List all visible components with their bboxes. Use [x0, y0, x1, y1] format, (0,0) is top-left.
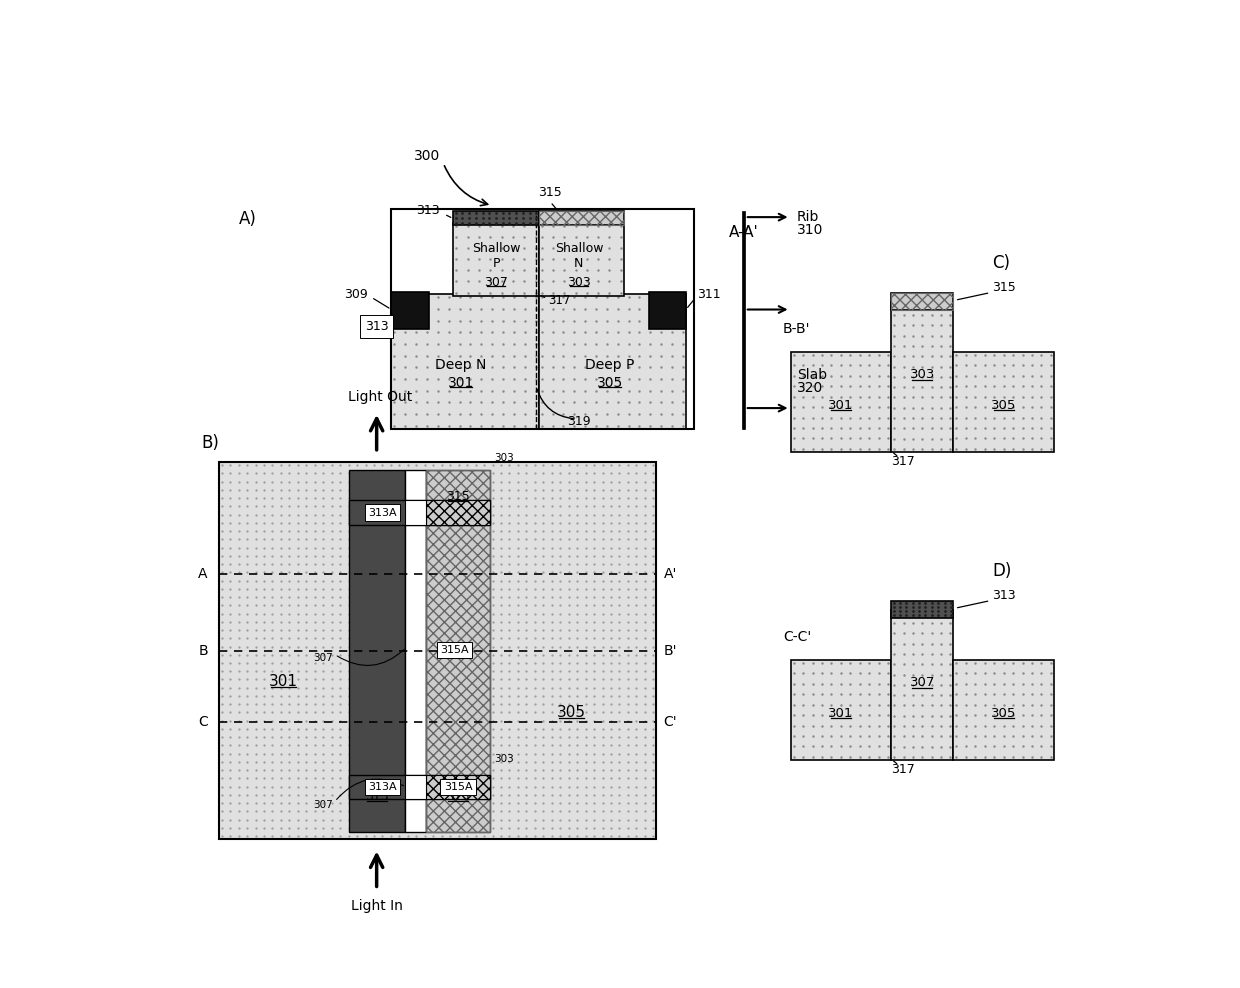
- Bar: [791, 352, 892, 452]
- Bar: [892, 601, 954, 618]
- Text: B': B': [663, 643, 677, 658]
- Bar: [404, 501, 427, 525]
- Bar: [392, 294, 538, 429]
- Bar: [218, 462, 656, 839]
- Bar: [404, 469, 427, 832]
- Bar: [392, 291, 429, 329]
- Bar: [892, 292, 954, 309]
- Bar: [791, 660, 892, 760]
- Text: 313: 313: [417, 205, 440, 217]
- Text: 307: 307: [314, 800, 334, 810]
- Text: 305: 305: [991, 707, 1017, 720]
- Bar: [892, 292, 954, 309]
- Bar: [742, 211, 745, 429]
- Bar: [348, 469, 404, 832]
- Text: C): C): [992, 254, 1011, 273]
- Text: 307: 307: [910, 677, 935, 690]
- Text: 310: 310: [797, 223, 823, 237]
- Text: 319: 319: [567, 415, 590, 429]
- Text: B): B): [201, 434, 219, 452]
- Text: 303: 303: [567, 276, 590, 289]
- Text: A): A): [238, 209, 257, 227]
- Text: B: B: [198, 643, 208, 658]
- Text: 313A: 313A: [368, 508, 397, 518]
- Text: Rib: Rib: [797, 210, 820, 224]
- Bar: [427, 469, 490, 832]
- Text: 311: 311: [697, 288, 722, 300]
- Text: 301: 301: [828, 399, 853, 412]
- Text: Deep N: Deep N: [435, 358, 487, 371]
- Text: Light In: Light In: [351, 899, 403, 913]
- Bar: [892, 610, 954, 760]
- Bar: [427, 501, 490, 525]
- Bar: [954, 660, 1054, 760]
- Text: A': A': [663, 567, 677, 581]
- Bar: [427, 469, 490, 832]
- Text: 315A: 315A: [444, 782, 472, 792]
- Text: C-C': C-C': [782, 629, 811, 644]
- Bar: [649, 291, 686, 329]
- Text: 303: 303: [910, 369, 935, 381]
- Text: Shallow
P: Shallow P: [471, 242, 521, 270]
- Text: 317: 317: [548, 293, 570, 307]
- Text: 305: 305: [596, 375, 622, 389]
- Bar: [454, 222, 538, 295]
- Bar: [538, 222, 624, 295]
- Bar: [427, 775, 490, 799]
- Text: 313: 313: [992, 590, 1016, 603]
- Text: 301: 301: [828, 707, 853, 720]
- Text: Deep P: Deep P: [585, 358, 635, 371]
- Text: B-B': B-B': [782, 322, 810, 336]
- Text: 307: 307: [484, 276, 508, 289]
- Text: D): D): [992, 562, 1012, 580]
- Text: 317: 317: [892, 763, 915, 776]
- Text: 313: 313: [365, 789, 388, 802]
- Text: 303: 303: [495, 754, 515, 764]
- Text: 309: 309: [345, 288, 368, 300]
- Text: 301: 301: [448, 375, 475, 389]
- Text: 301: 301: [269, 674, 298, 689]
- Text: 315: 315: [446, 789, 470, 802]
- Bar: [538, 211, 624, 225]
- Text: 313: 313: [365, 320, 388, 333]
- Text: Light Out: Light Out: [348, 390, 413, 404]
- Bar: [404, 775, 427, 799]
- Text: 315A: 315A: [440, 645, 469, 655]
- Bar: [538, 294, 686, 429]
- Bar: [348, 775, 490, 799]
- Text: Slab: Slab: [797, 368, 827, 382]
- Text: 315: 315: [446, 490, 470, 503]
- Text: A: A: [198, 567, 208, 581]
- Bar: [392, 209, 693, 429]
- Text: 315: 315: [992, 282, 1016, 294]
- Text: 313A: 313A: [368, 782, 397, 792]
- Text: 320: 320: [797, 381, 823, 395]
- Text: C: C: [198, 715, 208, 729]
- Text: 317: 317: [892, 454, 915, 467]
- Text: C': C': [663, 715, 677, 729]
- Bar: [954, 352, 1054, 452]
- Bar: [454, 211, 538, 225]
- Text: 303: 303: [495, 453, 515, 463]
- Text: 307: 307: [314, 653, 334, 663]
- Text: A-A': A-A': [729, 225, 758, 240]
- Bar: [892, 301, 954, 452]
- Bar: [538, 211, 624, 225]
- Bar: [348, 501, 490, 525]
- Text: 315: 315: [538, 187, 562, 200]
- Text: Shallow
N: Shallow N: [554, 242, 603, 270]
- Text: 305: 305: [557, 704, 585, 719]
- Text: 305: 305: [991, 399, 1017, 412]
- Text: 300: 300: [414, 148, 440, 162]
